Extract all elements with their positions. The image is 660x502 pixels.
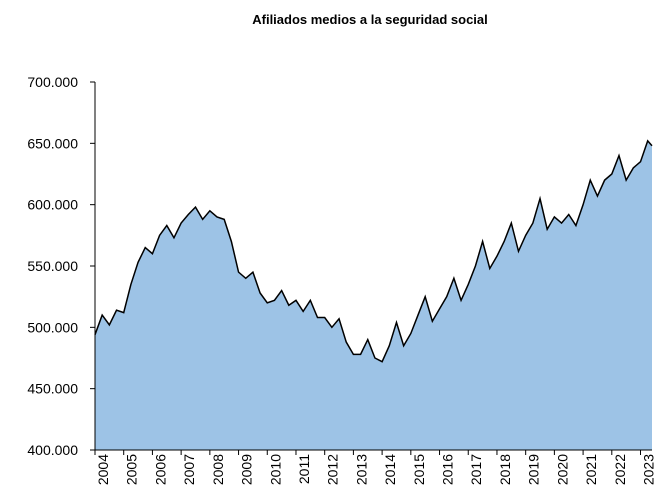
x-tick-label: 2015 — [411, 454, 427, 485]
y-tick-label: 650.000 — [27, 135, 78, 151]
line — [94, 139, 653, 363]
x-tick-label: 2007 — [181, 454, 197, 485]
x-tick-label: 2021 — [583, 454, 599, 485]
x-tick-label: 2019 — [526, 454, 542, 485]
y-tick-label: 700.000 — [27, 74, 78, 90]
y-tick-label: 550.000 — [27, 258, 78, 274]
x-tick-label: 2009 — [239, 454, 255, 485]
x-tick-label: 2016 — [440, 454, 456, 485]
area — [95, 140, 652, 450]
x-tick-label: 2017 — [468, 454, 484, 485]
x-tick-label: 2011 — [296, 454, 312, 484]
x-tick-label: 2008 — [210, 454, 226, 485]
x-tick-label: 2004 — [95, 454, 111, 485]
x-tick-label: 2012 — [325, 454, 341, 485]
x-tick-label: 2005 — [124, 454, 140, 485]
x-tick-label: 2013 — [353, 454, 369, 485]
y-tick-label: 500.000 — [27, 319, 78, 335]
y-tick-label: 400.000 — [27, 442, 78, 458]
y-tick-label: 450.000 — [27, 381, 78, 397]
x-tick-label: 2018 — [497, 454, 513, 485]
x-tick-label: 2022 — [612, 454, 628, 485]
x-tick-label: 2020 — [554, 454, 570, 485]
x-tick-label: 2014 — [382, 454, 398, 485]
x-tick-label: 2010 — [267, 454, 283, 485]
y-tick-label: 600.000 — [27, 197, 78, 213]
x-tick-label: 2006 — [152, 454, 168, 485]
chart-title: Afiliados medios a la seguridad social — [252, 12, 488, 27]
x-tick-label: 2023 — [641, 454, 657, 485]
